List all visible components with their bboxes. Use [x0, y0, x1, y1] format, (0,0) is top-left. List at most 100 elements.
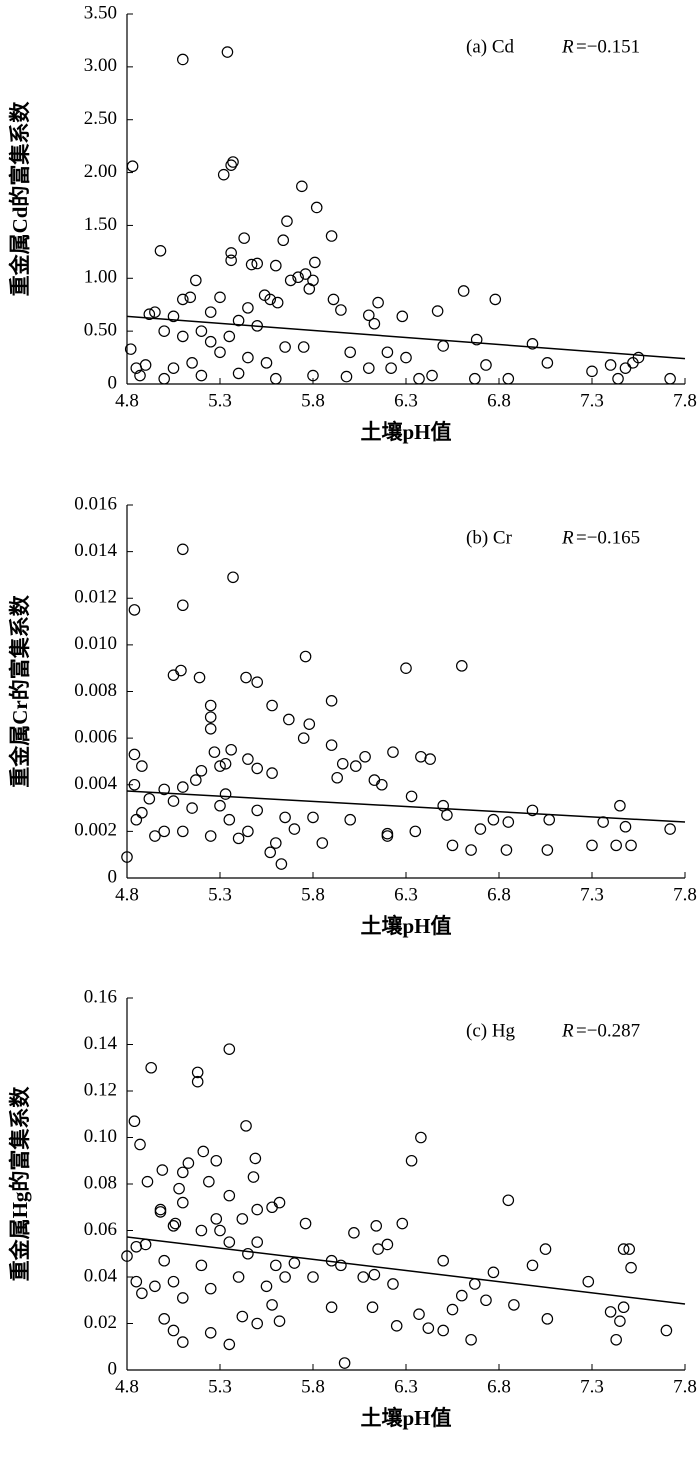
- y-axis-title: 重金属Cr的富集系数: [8, 594, 32, 787]
- point: [124, 343, 137, 355]
- point: [469, 1278, 481, 1290]
- point: [186, 357, 198, 369]
- point: [190, 774, 202, 786]
- point: [309, 256, 321, 269]
- y-axis-title: 重金属Cd的富集系数: [8, 101, 32, 297]
- point: [139, 1238, 152, 1251]
- point: [214, 760, 226, 772]
- point: [236, 1213, 249, 1225]
- point: [136, 1287, 148, 1300]
- point: [128, 778, 141, 791]
- point: [204, 722, 217, 735]
- point: [204, 830, 217, 842]
- point: [604, 359, 617, 371]
- point: [266, 767, 278, 779]
- point: [242, 302, 254, 314]
- point: [214, 346, 226, 359]
- point: [177, 543, 189, 556]
- point: [242, 753, 254, 765]
- annotation: (a) Cd: [466, 36, 515, 57]
- point: [184, 291, 197, 304]
- point: [660, 1324, 673, 1337]
- point: [251, 804, 264, 817]
- point: [247, 1171, 260, 1183]
- point: [191, 1066, 204, 1079]
- point: [541, 844, 554, 856]
- point: [242, 351, 254, 364]
- point: [426, 369, 438, 382]
- point: [465, 844, 477, 856]
- point: [169, 1217, 182, 1230]
- point: [396, 1217, 409, 1230]
- r-text: =−0.151: [576, 36, 640, 57]
- point: [610, 839, 622, 852]
- point: [307, 369, 319, 382]
- point: [381, 830, 394, 842]
- point: [586, 839, 598, 852]
- x-tick-label: 6.8: [487, 1376, 511, 1397]
- point: [156, 1164, 169, 1176]
- point: [368, 774, 381, 786]
- point: [158, 325, 170, 337]
- point: [225, 743, 237, 756]
- y-tick-label: 0.004: [74, 773, 117, 794]
- point: [487, 1266, 500, 1279]
- x-tick-label: 7.8: [673, 884, 697, 905]
- point: [541, 1313, 554, 1325]
- point: [130, 813, 143, 826]
- point: [141, 1175, 154, 1188]
- point: [422, 1322, 435, 1334]
- y-tick-label: 0.012: [74, 587, 117, 608]
- x-tick-label: 7.3: [580, 1376, 604, 1397]
- point: [457, 285, 470, 297]
- point: [145, 1061, 157, 1074]
- point: [136, 760, 148, 772]
- point: [288, 823, 301, 835]
- point: [167, 795, 180, 807]
- point: [316, 837, 329, 849]
- point: [266, 1299, 278, 1311]
- point: [242, 1247, 254, 1260]
- point: [441, 809, 453, 821]
- y-axis-title: 重金属Hg的富集系数: [8, 1086, 32, 1282]
- point: [480, 1294, 492, 1307]
- point: [465, 1333, 477, 1346]
- point: [264, 846, 277, 859]
- x-tick-label: 6.3: [394, 884, 418, 905]
- point: [154, 245, 167, 257]
- point: [526, 338, 539, 350]
- point: [177, 1292, 189, 1304]
- point: [223, 1043, 236, 1055]
- point: [474, 823, 487, 835]
- point: [480, 359, 492, 371]
- point: [182, 1157, 195, 1169]
- y-tick-label: 0.12: [84, 1079, 117, 1100]
- point: [619, 820, 632, 833]
- point: [204, 335, 217, 348]
- point: [619, 362, 632, 374]
- point: [284, 274, 297, 287]
- x-tick-label: 4.8: [115, 390, 139, 411]
- point: [251, 676, 264, 688]
- point: [251, 1203, 264, 1216]
- y-tick-label: 2.00: [84, 161, 117, 182]
- point: [543, 813, 556, 826]
- point: [500, 844, 513, 856]
- point: [136, 806, 148, 819]
- point: [149, 1280, 161, 1293]
- point: [344, 813, 356, 826]
- point: [195, 1259, 208, 1272]
- point: [221, 46, 234, 58]
- point: [225, 247, 237, 259]
- point: [204, 1327, 217, 1339]
- point: [338, 1357, 351, 1369]
- point: [177, 1336, 189, 1348]
- r-symbol: R: [561, 527, 574, 548]
- r-symbol: R: [561, 1020, 574, 1041]
- point: [167, 1275, 180, 1288]
- point: [167, 669, 180, 681]
- point: [264, 293, 277, 306]
- point: [612, 372, 624, 385]
- point: [526, 804, 539, 817]
- point: [307, 1271, 319, 1283]
